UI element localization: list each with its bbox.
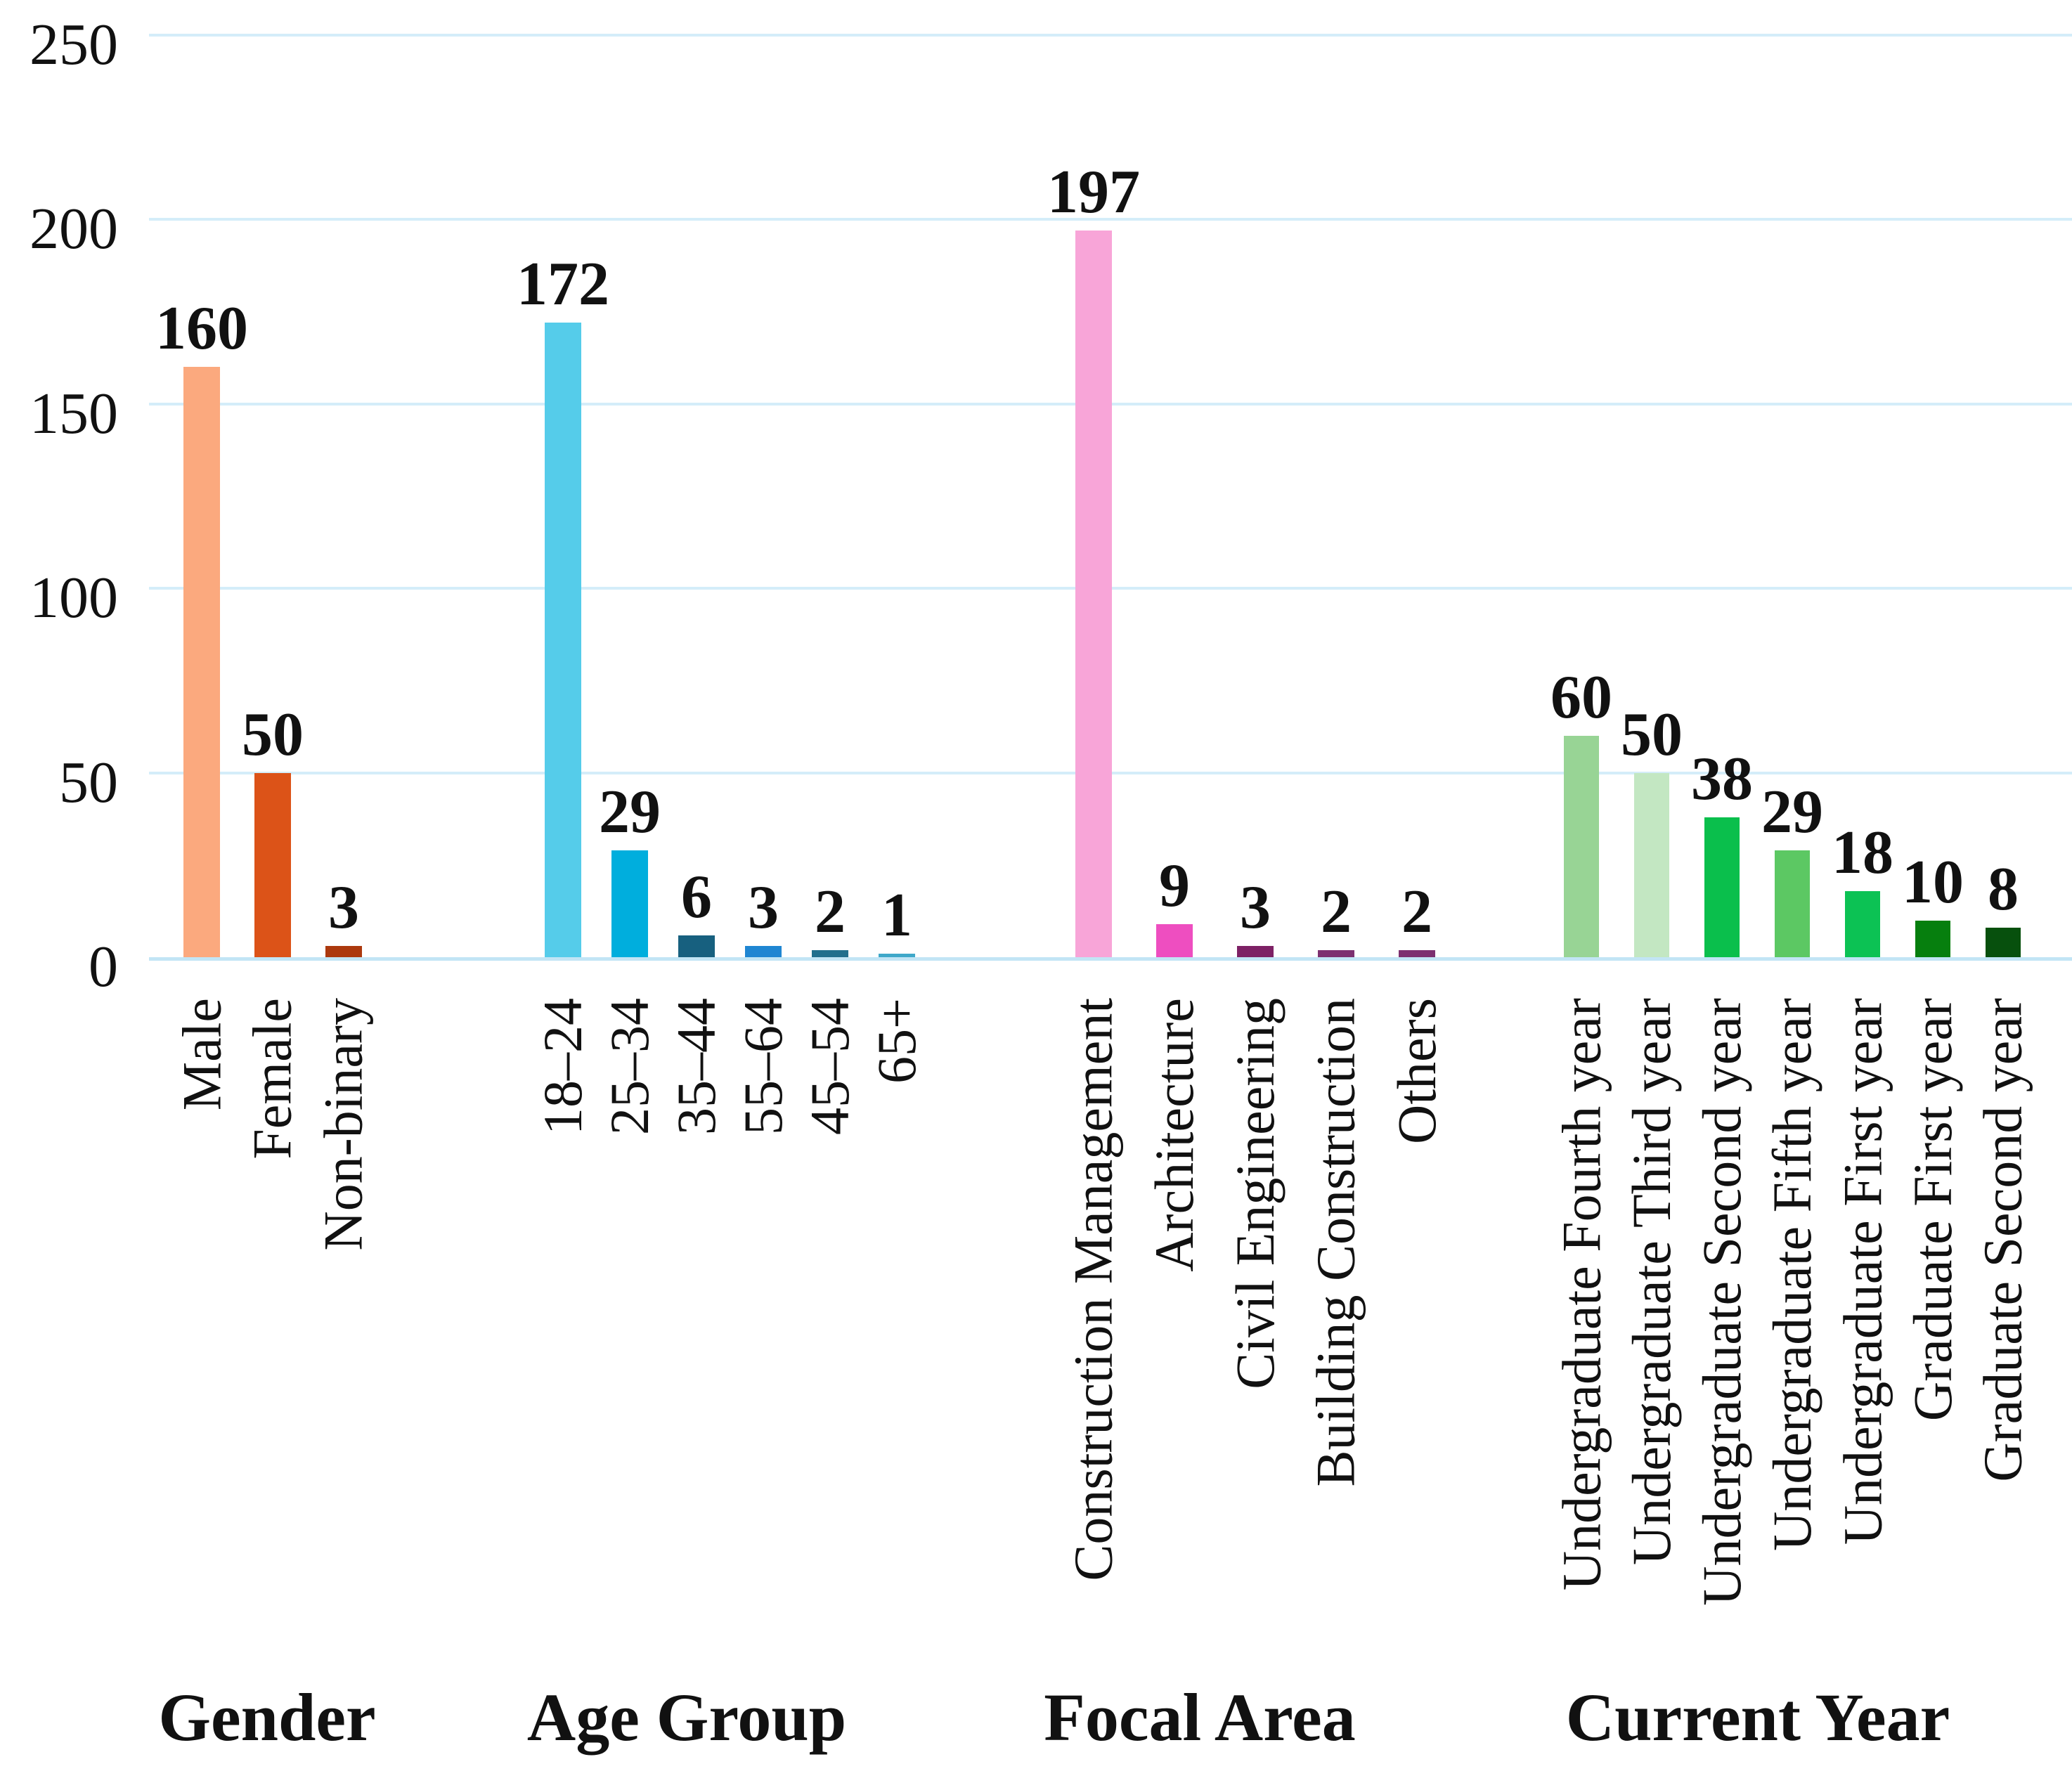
bar-building-construction (1318, 950, 1354, 957)
bar-undergraduate-fifth-year (1775, 850, 1810, 957)
category-label: Construction Management (1063, 998, 1124, 1581)
category-label: Graduate First year (1902, 998, 1963, 1422)
bar-civil-engineering (1237, 946, 1274, 957)
category-label: Civil Engineering (1224, 998, 1286, 1389)
category-label: 55–64 (732, 998, 794, 1135)
y-axis-tick-label: 200 (30, 196, 118, 262)
bar-value-label: 160 (155, 294, 248, 363)
category-label: Architecture (1144, 998, 1205, 1272)
y-axis-tick-label: 0 (89, 934, 118, 999)
bar-value-label: 50 (242, 701, 304, 769)
bar-35-44 (678, 935, 715, 957)
category-label: Female (242, 998, 303, 1160)
bar-value-label: 29 (1761, 778, 1823, 846)
bar-architecture (1156, 924, 1193, 957)
bar-value-label: 2 (815, 878, 846, 946)
bar-25-34 (611, 850, 648, 957)
bar-55-64 (745, 946, 782, 957)
bar-value-label: 9 (1159, 852, 1190, 920)
bar-undergraduate-first-year (1845, 891, 1880, 957)
bar-value-label: 2 (1401, 878, 1432, 946)
category-label: Undergraduate Third year (1621, 998, 1682, 1566)
category-label: Undergraduate Second year (1691, 998, 1752, 1606)
bar-value-label: 60 (1550, 663, 1612, 732)
bar-18-24 (545, 323, 581, 957)
bar-male (183, 367, 220, 957)
gridline (149, 34, 2072, 37)
category-label: 25–34 (599, 998, 660, 1135)
group-label-current-year: Current Year (1565, 1680, 1950, 1755)
bar-value-label: 8 (1988, 855, 2019, 923)
bar-undergraduate-second-year (1704, 817, 1740, 957)
category-label: 45–54 (799, 998, 860, 1135)
category-label: 65+ (866, 998, 927, 1084)
group-label-age-group: Age Group (526, 1680, 847, 1755)
category-label: Non-binary (313, 998, 374, 1251)
category-label: Male (171, 998, 232, 1111)
y-axis-tick-label: 50 (59, 749, 118, 815)
category-label: Graduate Second year (1972, 998, 2033, 1482)
bar-45-54 (812, 950, 848, 957)
category-label: Undergraduate First year (1832, 998, 1893, 1545)
bar-value-label: 6 (681, 863, 712, 931)
category-label: 18–24 (532, 998, 593, 1135)
group-label-gender: Gender (158, 1680, 376, 1755)
bar-value-label: 29 (599, 778, 661, 846)
bar-value-label: 18 (1832, 819, 1893, 887)
y-axis-tick-label: 150 (30, 380, 118, 446)
bar-value-label: 50 (1621, 701, 1683, 769)
bar-value-label: 172 (517, 250, 609, 318)
bar-value-label: 3 (1240, 874, 1271, 942)
bar-graduate-second-year (1986, 928, 2021, 957)
bar-65- (879, 954, 915, 957)
category-label: Undergraduate Fourth year (1550, 998, 1612, 1591)
bar-others (1399, 950, 1435, 957)
bar-value-label: 3 (328, 874, 359, 942)
bar-graduate-first-year (1915, 921, 1950, 957)
y-axis-tick-label: 250 (30, 12, 118, 77)
category-label: Undergraduate Fifth year (1761, 998, 1822, 1551)
category-label: Building Construction (1305, 998, 1366, 1487)
y-axis-tick-label: 100 (30, 565, 118, 631)
bar-construction-management (1075, 231, 1112, 957)
bar-value-label: 197 (1047, 158, 1140, 226)
bar-value-label: 2 (1321, 878, 1352, 946)
bar-value-label: 10 (1902, 848, 1964, 916)
gridline (149, 218, 2072, 221)
bar-female (254, 773, 291, 957)
category-label: 35–44 (666, 998, 727, 1135)
category-label: Others (1386, 998, 1447, 1144)
bar-value-label: 1 (881, 881, 912, 949)
x-axis-baseline (149, 957, 2072, 961)
group-label-focal-area: Focal Area (1044, 1680, 1356, 1755)
bar-undergraduate-third-year (1634, 773, 1669, 957)
bar-non-binary (325, 946, 362, 957)
bar-value-label: 38 (1691, 745, 1753, 813)
bar-undergraduate-fourth-year (1564, 736, 1599, 957)
bar-value-label: 3 (748, 874, 779, 942)
